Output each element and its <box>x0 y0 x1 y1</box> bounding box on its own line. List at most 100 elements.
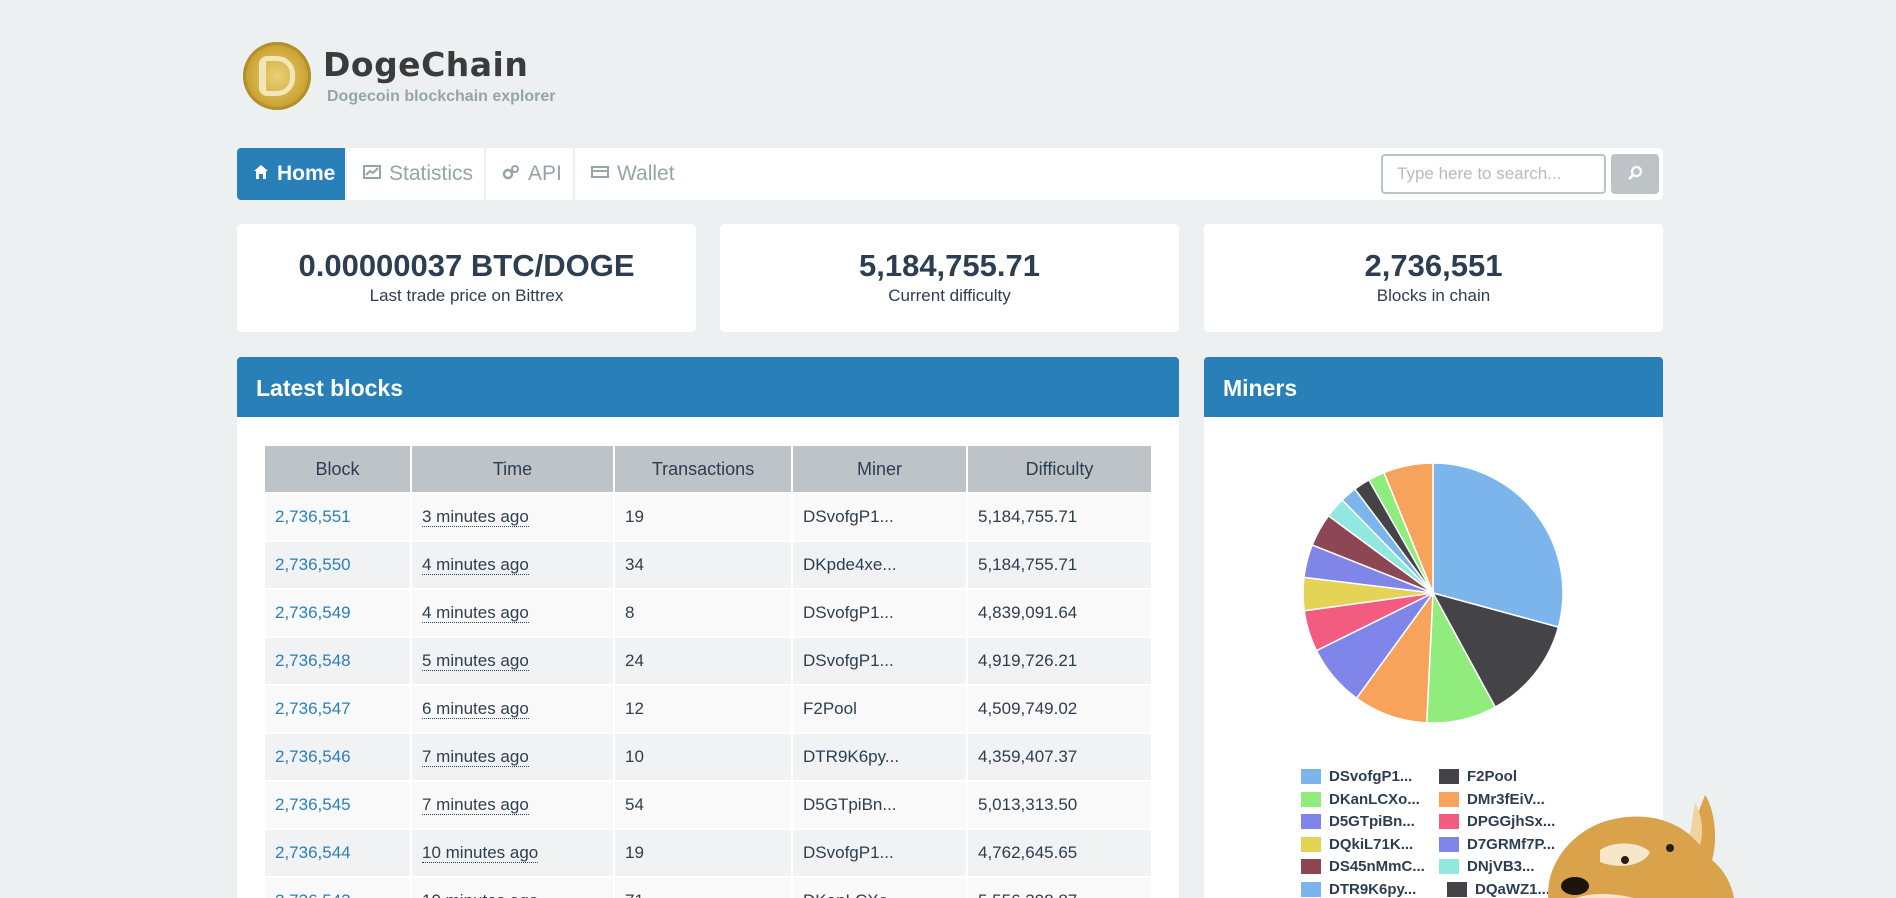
block-miner: DSvofgP1... <box>793 590 966 636</box>
pie-slice[interactable] <box>1432 462 1564 629</box>
block-link[interactable]: 2,736,550 <box>265 542 410 588</box>
legend-item[interactable]: DSvofgP1... <box>1301 768 1412 785</box>
table-row: 2,736,549 4 minutes ago 8 DSvofgP1... 4,839,… <box>265 590 1151 636</box>
table-row: 2,736,543 10 minutes ago 71DKanLCXo...5,55… <box>265 878 1151 898</box>
legend-label: DSvofgP1... <box>1329 768 1413 785</box>
col-time: Time <box>412 446 613 492</box>
block-link[interactable]: 2,736,551 <box>265 494 410 540</box>
block-miner: DKpde4xe... <box>793 542 966 588</box>
table-row: 2,736,547 6 minutes ago 12 F2Pool 4,509,749.… <box>265 686 1151 732</box>
block-transactions: 54 <box>615 782 791 828</box>
block-link[interactable]: 2,736,549 <box>265 590 410 636</box>
block-time: 4 minutes ago <box>412 590 613 636</box>
latest-blocks-panel: Latest blocks Block Time Transactions Mi… <box>237 357 1179 898</box>
legend-item[interactable]: DKanLCXo... <box>1301 791 1420 808</box>
legend-swatch <box>1439 859 1459 874</box>
price-label: Last trade price on Bittrex <box>369 286 564 305</box>
pie-slice[interactable] <box>1383 462 1434 594</box>
legend-swatch <box>1301 814 1321 829</box>
latest-blocks-title: Latest blocks <box>237 357 1179 417</box>
legend-item[interactable]: DTR9K6py... <box>1301 881 1416 898</box>
block-time: 3 minutes ago <box>412 494 613 540</box>
site-title: DogeChain <box>323 45 529 84</box>
legend-label: DTR9K6py... <box>1329 880 1417 898</box>
block-difficulty: 4,919,726.21 <box>968 638 1151 684</box>
navbar: Home Statistics API Wallet <box>237 148 1663 200</box>
credit-card-icon <box>591 165 609 183</box>
stat-card-price: 0.00000037 BTC/DOGE Last trade price on … <box>237 224 696 332</box>
difficulty-label: Current difficulty <box>888 286 1011 305</box>
block-difficulty: 4,359,407.37 <box>968 734 1151 780</box>
block-miner: DSvofgP1... <box>793 638 966 684</box>
table-row: 2,736,548 5 minutes ago 24 DSvofgP1... 4,919… <box>265 638 1151 684</box>
doge-image <box>1548 795 1734 898</box>
block-link[interactable]: 2,736,547 <box>265 686 410 732</box>
blocks-label: Blocks in chain <box>1376 286 1491 305</box>
block-time: 6 minutes ago <box>412 686 613 732</box>
legend-item[interactable]: DNjVB3... <box>1439 858 1535 875</box>
legend-item[interactable]: DQaWZ1... <box>1447 881 1550 898</box>
nav-home[interactable]: Home <box>237 148 345 200</box>
table-row: 2,736,544 10 minutes ago 19 DSvofgP1... 4,76… <box>265 830 1151 876</box>
block-difficulty: 4,839,091.64 <box>968 590 1151 636</box>
block-transactions: 19 <box>615 494 791 540</box>
block-miner: DSvofgP1... <box>793 830 966 876</box>
nav-wallet-label: Wallet <box>617 162 675 185</box>
legend-item[interactable]: DPGGjhSx... <box>1439 813 1555 830</box>
legend-item[interactable]: DMr3fEiV... <box>1439 791 1545 808</box>
block-link[interactable]: 2,736,548 <box>265 638 410 684</box>
block-miner: DSvofgP1... <box>793 494 966 540</box>
block-link[interactable]: 2,736,544 <box>265 830 410 876</box>
legend-label: DMr3fEiV... <box>1467 790 1545 808</box>
search-input[interactable] <box>1381 154 1606 194</box>
nav-wallet[interactable]: Wallet <box>591 148 675 200</box>
legend-swatch <box>1301 859 1321 874</box>
block-time-text: 10 minutes ago <box>422 843 539 863</box>
nav-api[interactable]: API <box>502 148 562 200</box>
block-transactions: 12 <box>615 686 791 732</box>
block-time-text: 6 minutes ago <box>422 699 529 719</box>
brand[interactable]: DogeChain Dogecoin blockchain explorer <box>243 42 556 110</box>
dogecoin-logo <box>243 42 311 110</box>
block-difficulty: 5,556,398.87 <box>968 878 1151 898</box>
col-block: Block <box>265 446 410 492</box>
legend-item[interactable]: F2Pool <box>1439 768 1517 785</box>
legend-swatch <box>1447 881 1467 897</box>
legend-item[interactable]: DS45nMmC... <box>1301 858 1425 875</box>
search-button[interactable] <box>1611 154 1659 194</box>
legend-label: DNjVB3... <box>1467 858 1535 875</box>
pie-slice[interactable] <box>1431 591 1560 709</box>
legend-item[interactable]: D5GTpiBn... <box>1301 813 1415 830</box>
block-transactions: 24 <box>615 638 791 684</box>
miners-pie-chart <box>1302 462 1564 724</box>
legend-swatch <box>1301 881 1321 897</box>
block-transactions: 19 <box>615 830 791 876</box>
legend-item[interactable]: DQkiL71K... <box>1301 836 1413 853</box>
legend-swatch <box>1439 814 1459 829</box>
chart-icon <box>363 165 381 183</box>
legend-label: DQaWZ1... <box>1475 880 1551 898</box>
nav-statistics-label: Statistics <box>389 162 474 185</box>
block-miner: DKanLCXo... <box>793 878 966 898</box>
table-row: 2,736,551 3 minutes ago 19 DSvofgP1... 5,184… <box>265 494 1151 540</box>
block-link[interactable]: 2,736,545 <box>265 782 410 828</box>
table-row: 2,736,546 7 minutes ago 10 DTR9K6py... 4,359… <box>265 734 1151 780</box>
legend-swatch <box>1301 836 1321 852</box>
legend-swatch <box>1301 769 1321 784</box>
legend-item[interactable]: D7GRMf7P... <box>1439 836 1555 853</box>
block-difficulty: 5,184,755.71 <box>968 542 1151 588</box>
block-miner: F2Pool <box>793 686 966 732</box>
block-link[interactable]: 2,736,543 <box>265 878 410 898</box>
nav-api-label: API <box>528 162 562 185</box>
block-difficulty: 4,509,749.02 <box>968 686 1151 732</box>
col-difficulty: Difficulty <box>968 446 1151 492</box>
block-time-text: 10 minutes ago <box>422 891 539 898</box>
block-miner: DTR9K6py... <box>793 734 966 780</box>
legend-swatch <box>1301 791 1321 807</box>
legend-label: DKanLCXo... <box>1329 790 1420 808</box>
nav-statistics[interactable]: Statistics <box>363 148 473 200</box>
miners-title: Miners <box>1204 357 1663 417</box>
search-icon <box>1627 165 1643 184</box>
legend-swatch <box>1439 769 1459 784</box>
block-link[interactable]: 2,736,546 <box>265 734 410 780</box>
